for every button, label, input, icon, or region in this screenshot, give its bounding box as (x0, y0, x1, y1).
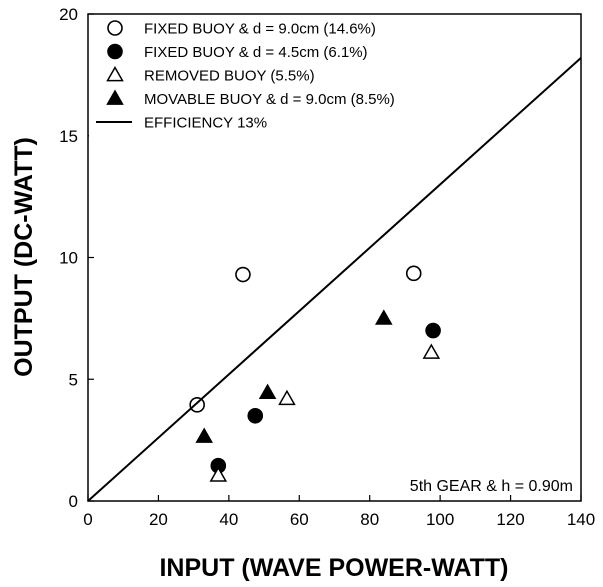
x-axis-title: INPUT (WAVE POWER-WATT) (159, 554, 508, 582)
data-point-circle-open (405, 265, 422, 282)
series-3 (195, 309, 393, 443)
series-2 (209, 343, 441, 482)
x-tick-label: 40 (219, 510, 238, 529)
series-4 (87, 57, 582, 502)
legend-item: MOVABLE BUOY & d = 9.0cm (8.5%) (106, 89, 395, 108)
data-point-circle-open (235, 266, 251, 283)
legend-label: REMOVED BUOY (5.5%) (144, 68, 315, 85)
y-tick-label: 20 (59, 5, 78, 24)
legend-item: REMOVED BUOY (5.5%) (106, 65, 315, 85)
legend-item: FIXED BUOY & d = 9.0cm (14.6%) (107, 20, 376, 38)
legend-item: EFFICIENCY 13% (96, 115, 267, 132)
y-tick-label: 5 (69, 370, 78, 389)
y-axis-title: OUTPUT (DC-WATT) (10, 137, 38, 377)
y-tick-label: 0 (69, 492, 78, 511)
data-point-triangle-open (422, 343, 441, 359)
legend-label: EFFICIENCY 13% (144, 115, 267, 132)
y-tick-label: 10 (59, 249, 78, 268)
x-tick-label: 100 (426, 510, 454, 529)
series-0 (189, 265, 422, 413)
legend: FIXED BUOY & d = 9.0cm (14.6%) FIXED BUOY… (89, 15, 443, 143)
legend-swatch-circle-open (107, 20, 123, 36)
data-point-triangle-filled (375, 309, 393, 325)
legend-swatch-triangle-open (106, 65, 124, 82)
x-tick-label: 80 (360, 510, 379, 529)
series-layer (87, 57, 582, 502)
legend-label: FIXED BUOY & d = 9.0cm (14.6%) (144, 21, 376, 38)
data-point-triangle-filled (258, 383, 277, 400)
x-tick-label: 60 (290, 510, 309, 529)
efficiency-line (87, 57, 582, 502)
legend-swatch-triangle-filled (106, 89, 124, 105)
data-point-triangle-open (278, 389, 296, 406)
legend-label: MOVABLE BUOY & d = 9.0cm (8.5%) (144, 91, 395, 108)
legend-item: FIXED BUOY & d = 4.5cm (6.1%) (107, 43, 368, 61)
legend-swatch-circle-filled (107, 43, 123, 60)
x-tick-label: 0 (83, 510, 92, 529)
annotation-text: 5th GEAR & h = 0.90m (410, 478, 573, 495)
data-point-circle-filled (247, 407, 264, 424)
y-tick-label: 15 (59, 127, 78, 146)
data-point-triangle-filled (195, 427, 213, 443)
x-tick-label: 120 (496, 510, 524, 529)
legend-label: FIXED BUOY & d = 4.5cm (6.1%) (144, 44, 368, 61)
data-point-triangle-open (209, 466, 228, 482)
x-tick-label: 20 (149, 510, 168, 529)
series-1 (210, 322, 441, 474)
data-point-circle-open (189, 397, 205, 413)
ticks-layer: 0 20 40 60 80 100 120 140 0 5 10 15 20 (59, 5, 595, 529)
data-point-circle-filled (425, 322, 441, 339)
legend-box (89, 15, 443, 143)
x-tick-label: 140 (567, 510, 595, 529)
